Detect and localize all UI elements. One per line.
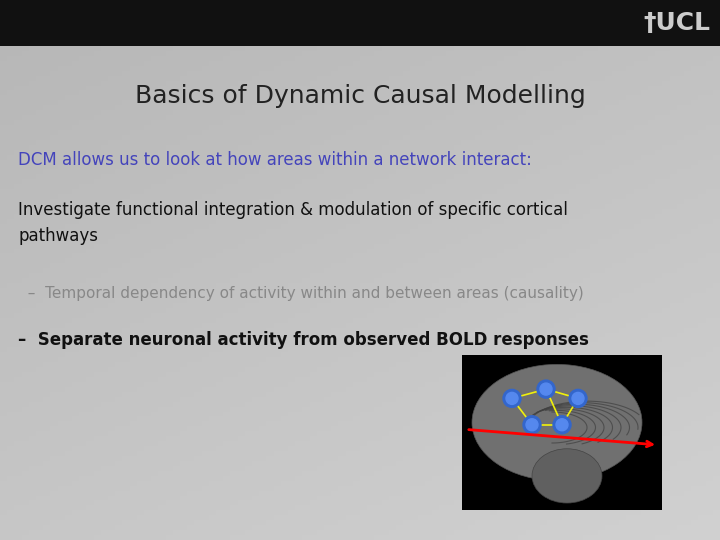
Circle shape [569, 389, 587, 407]
Circle shape [537, 380, 555, 398]
Text: DCM allows us to look at how areas within a network interact:: DCM allows us to look at how areas withi… [18, 151, 532, 169]
Circle shape [556, 418, 568, 431]
Text: Basics of Dynamic Causal Modelling: Basics of Dynamic Causal Modelling [135, 84, 585, 108]
Circle shape [540, 383, 552, 395]
Text: Investigate functional integration & modulation of specific cortical
pathways: Investigate functional integration & mod… [18, 201, 568, 245]
Circle shape [526, 418, 538, 431]
Bar [0, 0, 720, 46]
Ellipse shape [472, 364, 642, 481]
Ellipse shape [532, 449, 602, 503]
Circle shape [523, 416, 541, 434]
Circle shape [503, 389, 521, 407]
Text: –  Separate neuronal activity from observed BOLD responses: – Separate neuronal activity from observ… [18, 331, 589, 349]
Circle shape [553, 416, 571, 434]
Text: –  Temporal dependency of activity within and between areas (causality): – Temporal dependency of activity within… [18, 286, 584, 301]
Bar [462, 355, 662, 510]
Text: †UCL: †UCL [643, 11, 710, 35]
Circle shape [572, 393, 584, 404]
Circle shape [506, 393, 518, 404]
